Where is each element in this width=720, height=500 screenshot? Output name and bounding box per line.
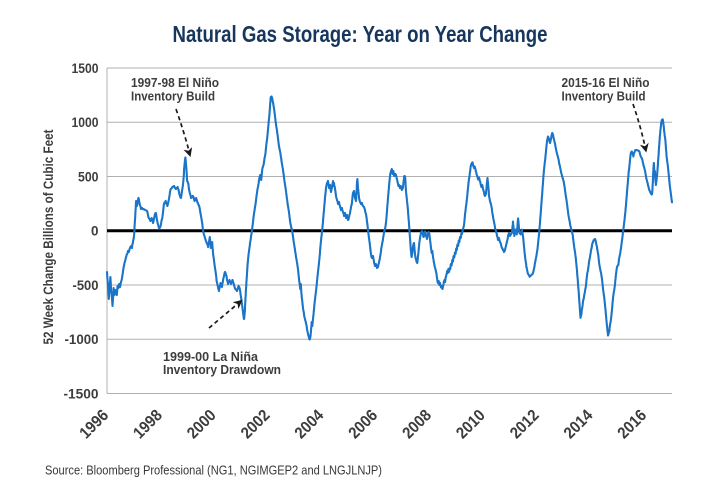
svg-text:Natural Gas Storage: Year on Y: Natural Gas Storage: Year on Year Change <box>173 21 548 47</box>
svg-text:2015-16 El Niño: 2015-16 El Niño <box>562 75 650 90</box>
svg-text:1999-00 La Niña: 1999-00 La Niña <box>163 349 259 364</box>
svg-text:-1500: -1500 <box>64 386 99 401</box>
svg-text:1000: 1000 <box>72 115 99 130</box>
svg-text:500: 500 <box>78 169 99 184</box>
svg-text:-1000: -1000 <box>65 332 99 347</box>
svg-text:-500: -500 <box>73 278 99 293</box>
svg-text:Inventory Drawdown: Inventory Drawdown <box>163 362 281 377</box>
svg-text:Inventory Build: Inventory Build <box>131 89 215 104</box>
svg-text:0: 0 <box>91 224 99 239</box>
svg-text:Inventory Build: Inventory Build <box>562 89 646 104</box>
svg-text:52 Week Change Billions of Cub: 52 Week Change Billions of Cubic Feet <box>41 129 56 344</box>
svg-text:1997-98 El Niño: 1997-98 El Niño <box>131 75 219 90</box>
svg-text:1500: 1500 <box>72 61 99 76</box>
svg-text:Source: Bloomberg Professional: Source: Bloomberg Professional (NG1, NGI… <box>45 463 382 478</box>
